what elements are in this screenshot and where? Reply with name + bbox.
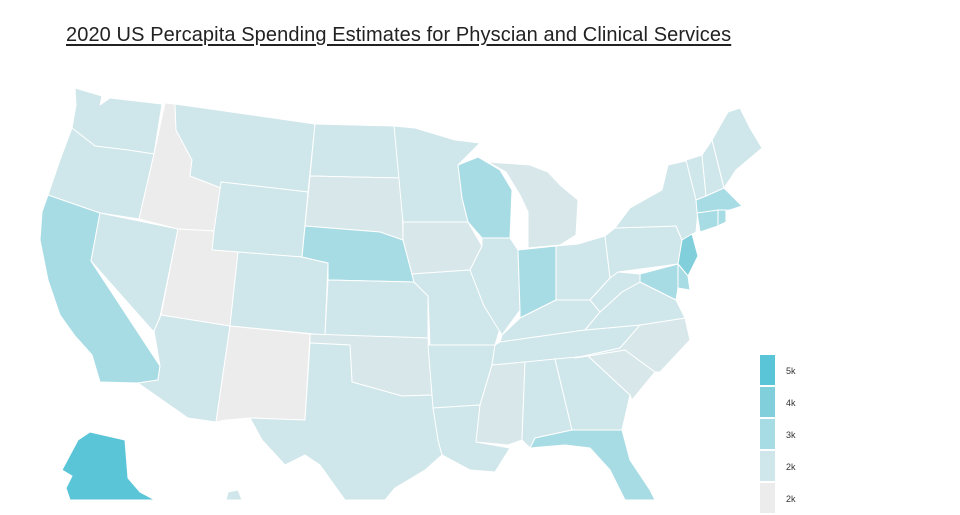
- state-HI[interactable]: [225, 489, 243, 500]
- state-IA[interactable]: [402, 221, 483, 275]
- state-MD[interactable]: [639, 263, 679, 301]
- state-WY[interactable]: [211, 181, 309, 258]
- legend-label: 2k: [786, 494, 796, 504]
- legend-label: 4k: [786, 398, 796, 408]
- state-MT[interactable]: [174, 103, 316, 193]
- color-legend: 5k 4k 3k 2k 2k: [760, 355, 840, 513]
- state-CO[interactable]: [229, 251, 329, 336]
- legend-item: 5k: [760, 355, 840, 387]
- us-choropleth-map: [39, 87, 763, 500]
- legend-item: 4k: [760, 387, 840, 419]
- state-NJ[interactable]: [677, 233, 699, 277]
- legend-swatch: [760, 355, 775, 385]
- legend-label: 3k: [786, 430, 796, 440]
- state-NM[interactable]: [215, 325, 311, 423]
- legend-swatch: [760, 387, 775, 417]
- legend-item: 2k: [760, 451, 840, 483]
- legend-swatch: [760, 483, 775, 513]
- legend-item: 3k: [760, 419, 840, 451]
- state-AK[interactable]: [61, 431, 156, 500]
- state-MI[interactable]: [487, 161, 579, 249]
- legend-swatch: [760, 451, 775, 481]
- state-CT[interactable]: [696, 209, 719, 233]
- state-TX[interactable]: [249, 342, 443, 500]
- state-RI[interactable]: [717, 209, 727, 227]
- state-NC[interactable]: [574, 317, 691, 373]
- legend-label: 5k: [786, 366, 796, 376]
- state-ME[interactable]: [711, 107, 763, 189]
- state-FL[interactable]: [529, 429, 656, 500]
- state-KS[interactable]: [324, 279, 429, 339]
- legend-swatch: [760, 419, 775, 449]
- legend-label: 2k: [786, 462, 796, 472]
- state-ND[interactable]: [309, 123, 403, 179]
- legend-item: 2k: [760, 483, 840, 515]
- map-title: 2020 US Percapita Spending Estimates for…: [66, 24, 732, 46]
- state-CA[interactable]: [39, 194, 161, 384]
